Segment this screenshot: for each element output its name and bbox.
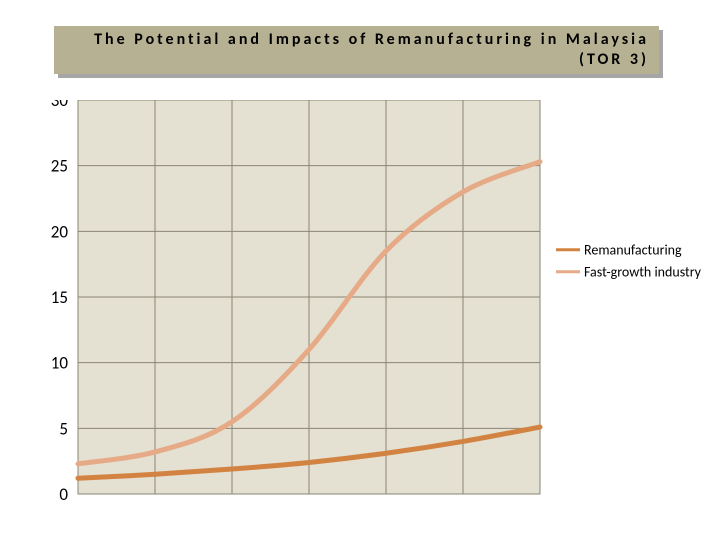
chart: 0 5 10 15 20 25 30 Remanufacturing Fast-growth i…: [42, 100, 702, 508]
y-tick-label: 0: [59, 484, 68, 505]
y-tick-label: 15: [51, 287, 68, 308]
title-line-1: The Potential and Impacts of Remanufactu…: [94, 30, 649, 49]
y-tick-label: 5: [59, 418, 68, 439]
y-tick-label: 30: [51, 100, 69, 111]
chart-svg: 0 5 10 15 20 25 30 Remanufacturing Fast-growth i…: [42, 100, 702, 508]
legend-label: Remanufacturing: [584, 242, 682, 259]
y-tick-label: 20: [51, 221, 69, 242]
page: The Potential and Impacts of Remanufactu…: [0, 0, 720, 540]
y-tick-label: 25: [51, 156, 68, 177]
legend-label: Fast-growth industry: [584, 264, 702, 281]
page-title: The Potential and Impacts of Remanufactu…: [94, 30, 649, 70]
title-line-2: (TOR 3): [579, 50, 649, 69]
title-bar: The Potential and Impacts of Remanufactu…: [54, 26, 659, 74]
y-tick-label: 10: [51, 353, 69, 374]
